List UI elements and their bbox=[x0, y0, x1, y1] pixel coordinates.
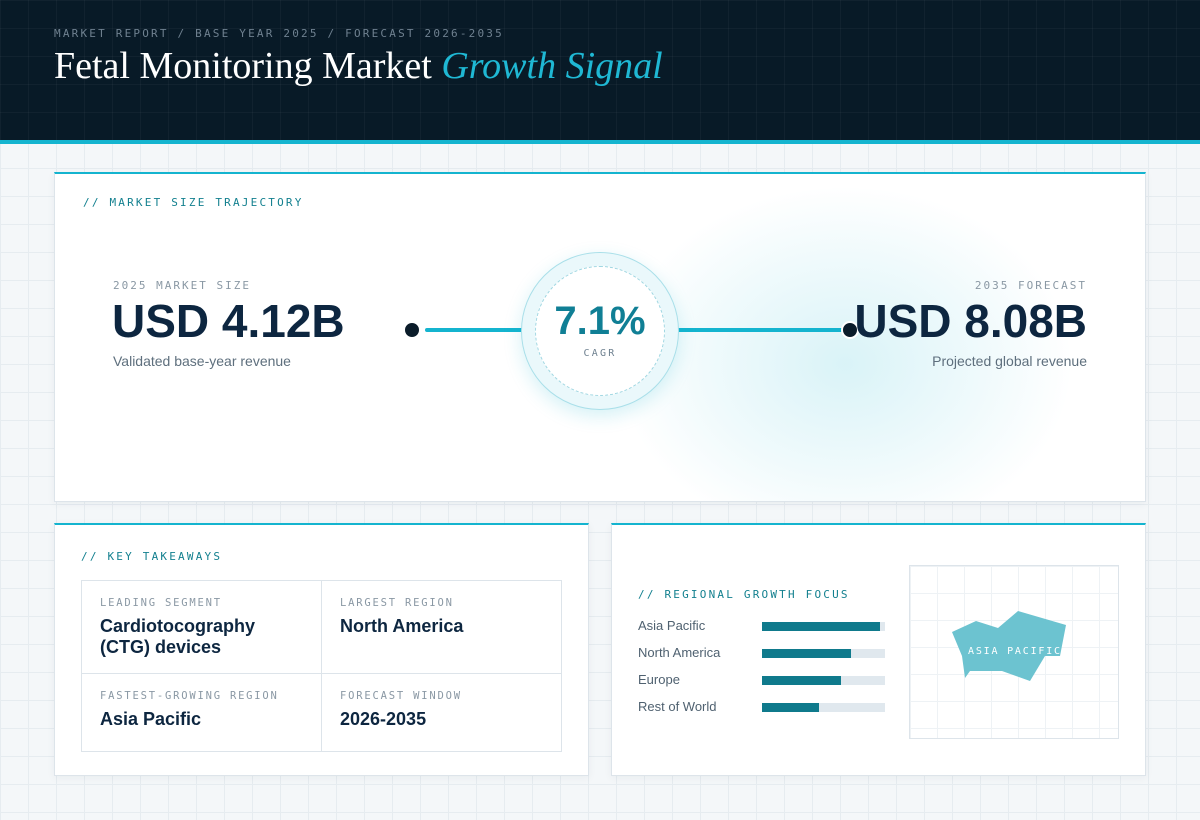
region-bar-fill bbox=[762, 649, 851, 658]
key-takeaways-card: // KEY TAKEAWAYS LEADING SEGMENT Cardiot… bbox=[54, 523, 589, 776]
regional-growth-card: // REGIONAL GROWTH FOCUS Asia Pacific No… bbox=[611, 523, 1146, 776]
region-bar-fill bbox=[762, 703, 819, 712]
start-point-marker bbox=[403, 321, 421, 339]
region-bar-label: Europe bbox=[638, 672, 680, 687]
trajectory-line-left bbox=[425, 328, 525, 332]
forecast-label: 2035 FORECAST bbox=[974, 279, 1087, 292]
region-bar-track bbox=[762, 649, 885, 658]
report-eyebrow: MARKET REPORT / BASE YEAR 2025 / FORECAS… bbox=[54, 27, 504, 40]
cagr-badge-inner: 7.1% CAGR bbox=[535, 266, 665, 396]
background-glow bbox=[615, 184, 1075, 501]
regional-section-label: // REGIONAL GROWTH FOCUS bbox=[638, 588, 850, 601]
region-bar-track bbox=[762, 703, 885, 712]
takeaways-grid: LEADING SEGMENT Cardiotocography (CTG) d… bbox=[81, 580, 562, 752]
market-size-trajectory-card: // MARKET SIZE TRAJECTORY 2025 MARKET SI… bbox=[54, 172, 1146, 502]
end-point-marker bbox=[841, 321, 859, 339]
region-map: ASIA PACIFIC bbox=[909, 565, 1119, 739]
forecast-description: Projected global revenue bbox=[932, 353, 1087, 369]
title-main: Fetal Monitoring Market bbox=[54, 45, 432, 87]
base-year-description: Validated base-year revenue bbox=[113, 353, 291, 369]
takeaway-cell: LARGEST REGION North America bbox=[322, 581, 561, 674]
map-region-label: ASIA PACIFIC bbox=[968, 646, 1062, 657]
region-bar-row: Asia Pacific bbox=[638, 616, 888, 636]
region-bar-row: North America bbox=[638, 643, 888, 663]
asia-pacific-map-icon bbox=[952, 611, 1066, 681]
region-bar-track bbox=[762, 622, 885, 631]
trajectory-line-right bbox=[675, 328, 843, 332]
takeaways-section-label: // KEY TAKEAWAYS bbox=[81, 550, 223, 563]
takeaway-cell: FORECAST WINDOW 2026-2035 bbox=[322, 674, 561, 751]
forecast-value: USD 8.08B bbox=[854, 295, 1087, 347]
takeaway-value: 2026-2035 bbox=[340, 709, 427, 729]
region-bar-fill bbox=[762, 622, 881, 631]
takeaway-cell: LEADING SEGMENT Cardiotocography (CTG) d… bbox=[82, 581, 322, 674]
takeaway-value: Asia Pacific bbox=[100, 709, 202, 729]
region-bar-fill bbox=[762, 676, 841, 685]
cagr-badge: 7.1% CAGR bbox=[521, 252, 679, 410]
takeaway-label: LEADING SEGMENT bbox=[100, 597, 222, 609]
region-bar-label: North America bbox=[638, 645, 721, 660]
region-bar-track bbox=[762, 676, 885, 685]
takeaway-label: FASTEST-GROWING REGION bbox=[100, 690, 279, 702]
cagr-value: 7.1% bbox=[554, 299, 646, 343]
region-bar-label: Asia Pacific bbox=[638, 618, 706, 633]
takeaway-label: LARGEST REGION bbox=[340, 597, 454, 609]
page-title: Fetal Monitoring Market Growth Signal bbox=[54, 44, 663, 88]
takeaway-cell: FASTEST-GROWING REGION Asia Pacific bbox=[82, 674, 322, 751]
report-header: MARKET REPORT / BASE YEAR 2025 / FORECAS… bbox=[0, 0, 1200, 140]
title-accent: Growth Signal bbox=[441, 45, 663, 87]
region-bar-label: Rest of World bbox=[638, 699, 717, 714]
cagr-label: CAGR bbox=[583, 348, 617, 359]
trajectory-section-label: // MARKET SIZE TRAJECTORY bbox=[83, 196, 304, 209]
base-year-value: USD 4.12B bbox=[112, 295, 345, 347]
base-year-label: 2025 MARKET SIZE bbox=[113, 279, 251, 292]
header-accent-rule bbox=[0, 140, 1200, 144]
takeaway-value: Cardiotocography (CTG) devices bbox=[100, 616, 256, 657]
region-bar-row: Europe bbox=[638, 670, 888, 690]
region-bar-row: Rest of World bbox=[638, 697, 888, 717]
takeaway-value: North America bbox=[340, 616, 464, 636]
takeaway-label: FORECAST WINDOW bbox=[340, 690, 462, 702]
